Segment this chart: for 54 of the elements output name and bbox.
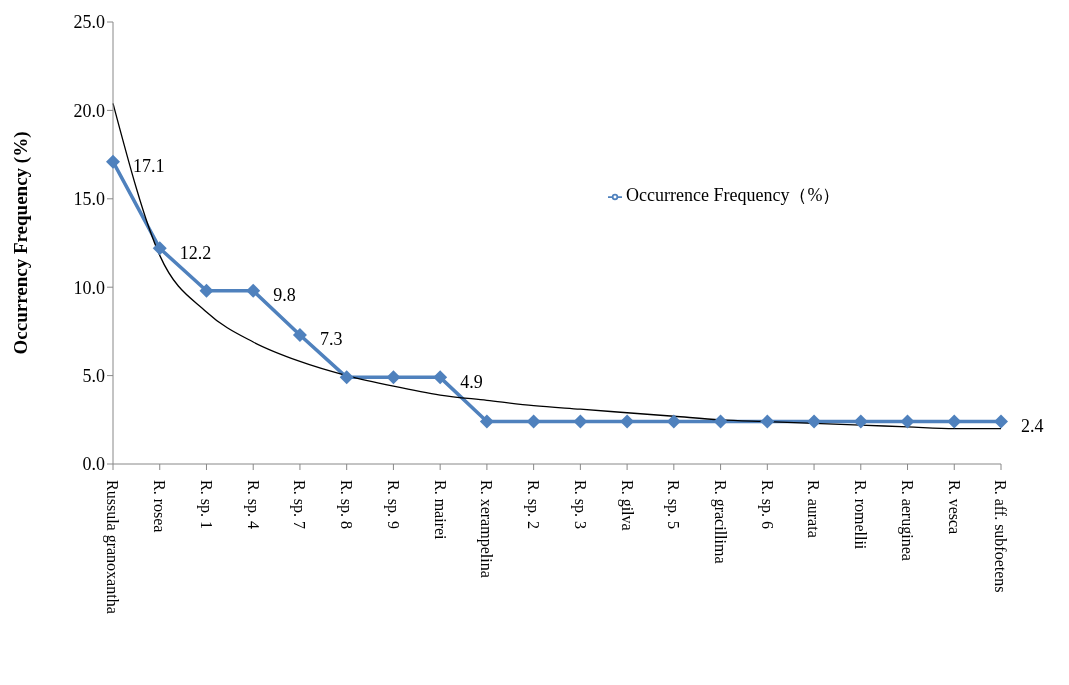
x-tick-label: R. sp. 3: [570, 480, 589, 529]
y-tick-label: 0.0: [82, 454, 105, 475]
y-tick-label: 5.0: [82, 365, 105, 386]
x-tick-label: R. vesca: [945, 480, 963, 535]
x-tick-label: R. gracillima: [710, 480, 729, 564]
y-tick-label: 20.0: [73, 100, 105, 121]
x-tick-label: R. mairei: [431, 480, 449, 541]
point: [666, 414, 681, 429]
x-tick-label: R. aff. subfoetens: [992, 480, 1010, 593]
x-tick-label: R. gilva: [617, 480, 636, 531]
x-tick-label: R. sp. 8: [337, 480, 356, 529]
point: [947, 414, 962, 429]
point: [106, 154, 120, 169]
point: [292, 327, 307, 342]
point: [713, 414, 728, 429]
x-tick-label: R. sp. 2: [524, 480, 543, 529]
x-tick-label: R. aeruginea: [897, 480, 916, 561]
y-tick-label: 10.0: [73, 277, 105, 298]
point: [339, 370, 354, 385]
point: [807, 414, 822, 429]
data-label: 9.8: [273, 285, 296, 306]
y-tick-label: 15.0: [73, 189, 105, 210]
point: [246, 283, 261, 298]
x-tick-label: R. sp. 1: [196, 480, 215, 529]
point: [199, 283, 214, 298]
x-tick-label: Russula granoxantha: [103, 480, 122, 614]
data-label: 17.1: [133, 155, 165, 176]
point: [526, 414, 541, 429]
point: [853, 414, 868, 429]
x-tick-label: R. aurata: [805, 480, 823, 538]
point: [900, 414, 915, 429]
data-label: 4.9: [460, 371, 483, 392]
x-tick-label: R. sp. 5: [664, 480, 683, 529]
point: [479, 414, 494, 429]
x-tick-label: R. xerampelina: [477, 480, 496, 578]
x-tick-label: R. romellii: [852, 480, 870, 550]
y-axis-title: Occurrency Frequency (%): [9, 131, 32, 355]
data-label: 2.4: [1021, 415, 1044, 436]
point: [433, 370, 448, 385]
point: [760, 414, 775, 429]
x-tick-label: R. sp. 6: [757, 480, 776, 529]
x-tick-label: R. sp. 9: [383, 480, 402, 529]
data-label: 12.2: [179, 242, 212, 263]
point: [386, 370, 401, 385]
data-label: 7.3: [319, 329, 343, 350]
point: [994, 414, 1008, 429]
legend-label: Occurrence Frequency（%）: [626, 185, 841, 205]
x-tick-label: R. rosea: [151, 480, 169, 533]
x-tick-label: R. sp. 4: [243, 480, 262, 529]
point: [620, 414, 635, 429]
point: [152, 241, 167, 256]
y-tick-label: 25.0: [73, 12, 105, 33]
x-tick-label: R. sp. 7: [290, 480, 309, 529]
point: [573, 414, 588, 429]
